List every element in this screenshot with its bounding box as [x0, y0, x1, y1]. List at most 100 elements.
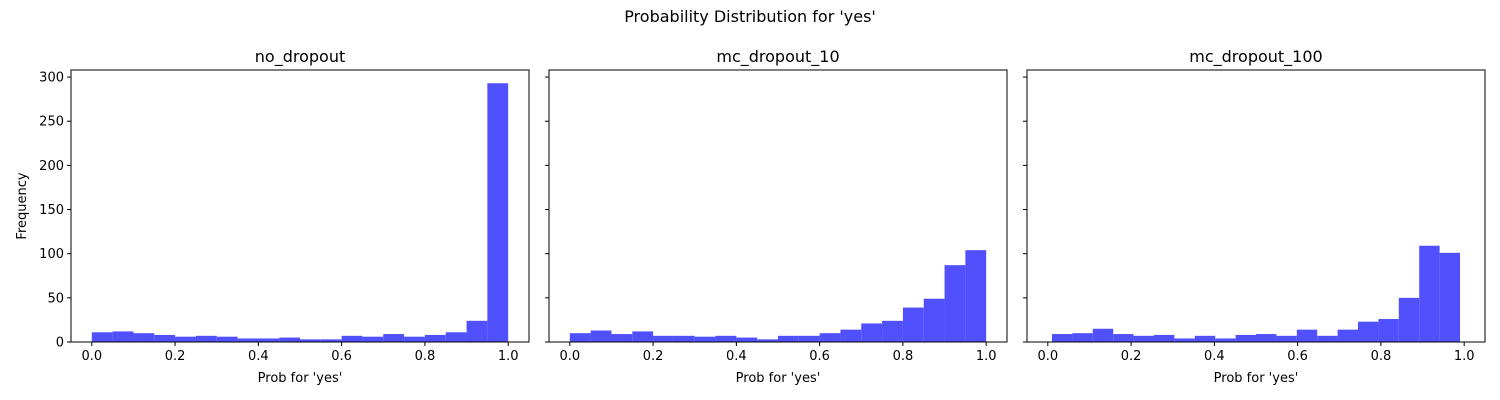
histogram-bar	[590, 330, 612, 342]
axes-frame	[548, 69, 1008, 343]
histogram-bar	[673, 335, 695, 342]
histogram-bar	[1235, 334, 1256, 342]
histogram-bar	[965, 250, 987, 342]
histogram-bar	[632, 331, 654, 342]
histogram-bar	[195, 335, 217, 342]
histogram-bar	[861, 323, 883, 342]
histogram-bar	[112, 331, 134, 342]
y-tick-label: 50	[47, 291, 64, 306]
histogram-bar	[1256, 334, 1277, 342]
histogram-bar	[466, 320, 488, 342]
subplot-mc-dropout-100: mc_dropout_100 Prob for 'yes' 0.0 0.2 0.4 0…	[1023, 47, 1486, 386]
x-tick-label: 0.4	[1204, 349, 1225, 364]
histogram-bar	[1072, 333, 1093, 342]
histogram-bar	[1296, 329, 1318, 342]
x-axis-label: Prob for 'yes'	[736, 371, 821, 386]
subplot-no-dropout: no_dropout Prob for 'yes' Frequency 0.0 0…	[15, 47, 530, 386]
x-tick-label: 0.2	[1121, 349, 1142, 364]
histogram-bar	[154, 334, 176, 342]
histogram-bar	[175, 336, 196, 342]
histogram-bar	[694, 336, 716, 342]
x-axis-label: Prob for 'yes'	[1214, 371, 1299, 386]
y-tick-label: 250	[39, 115, 64, 130]
histogram-bar	[1439, 252, 1461, 342]
histogram-bar	[798, 335, 820, 342]
histogram-bar	[1194, 335, 1216, 342]
x-tick-label: 0.6	[331, 349, 352, 364]
histogram-bar	[1215, 338, 1236, 342]
histogram-bar	[569, 333, 591, 342]
histogram-bar	[1419, 245, 1440, 342]
histogram-bar	[611, 334, 633, 342]
y-tick-label: 0	[56, 336, 64, 351]
histogram-bar	[1378, 319, 1399, 342]
histogram-bar	[736, 337, 758, 342]
x-tick-label: 0.6	[809, 349, 830, 364]
x-axis-label: Prob for 'yes'	[258, 371, 343, 386]
histogram-bar	[237, 338, 259, 342]
histogram-bar	[778, 335, 799, 342]
histogram-bar	[819, 333, 841, 342]
histogram-bar	[216, 336, 238, 342]
subplot-title: mc_dropout_100	[1189, 47, 1322, 67]
axes-frame	[1026, 69, 1486, 343]
axes-frame	[70, 69, 530, 343]
x-tick-label: 1.0	[498, 349, 519, 364]
histogram-bar	[757, 339, 778, 342]
histogram-bar	[383, 334, 405, 342]
histogram-bar	[91, 332, 113, 342]
histogram-bar	[487, 83, 509, 342]
histogram-bar	[715, 335, 737, 342]
histogram-bar	[133, 333, 155, 342]
histogram-bar	[362, 336, 384, 342]
histogram-bar	[258, 338, 280, 342]
y-tick-label: 150	[39, 203, 64, 218]
x-tick-label: 0.8	[1371, 349, 1392, 364]
histogram-bar	[1174, 338, 1195, 342]
histogram-bar	[1113, 334, 1134, 342]
x-tick-label: 0.4	[248, 349, 269, 364]
y-tick-label: 100	[39, 247, 64, 262]
x-tick-label: 0.0	[1037, 349, 1058, 364]
histogram-bar	[300, 339, 321, 342]
x-tick-label: 1.0	[976, 349, 997, 364]
x-tick-label: 0.4	[726, 349, 747, 364]
histogram-bar	[1153, 334, 1175, 342]
histogram-bar	[1051, 334, 1073, 342]
x-tick-label: 0.2	[643, 349, 664, 364]
x-tick-label: 1.0	[1454, 349, 1475, 364]
y-tick-label: 300	[39, 71, 64, 86]
histogram-bar	[653, 335, 674, 342]
histogram-bar	[424, 334, 446, 342]
histogram-bar	[1337, 329, 1359, 342]
histogram-bar	[341, 335, 363, 342]
histogram-bar	[944, 265, 966, 342]
histogram-bar	[1398, 297, 1420, 342]
histogram-bar	[445, 332, 467, 342]
figure-suptitle: Probability Distribution for 'yes'	[624, 7, 876, 26]
subplot-mc-dropout-10: mc_dropout_10 Prob for 'yes' 0.0 0.2 0.4 0.…	[545, 47, 1008, 386]
histogram-bar	[1358, 321, 1379, 342]
x-tick-label: 0.2	[165, 349, 186, 364]
x-tick-label: 0.8	[893, 349, 914, 364]
histogram-bar	[923, 298, 945, 342]
histogram-bar	[1133, 335, 1154, 342]
histogram-bar	[1092, 328, 1114, 342]
histogram-bar	[1276, 335, 1297, 342]
histogram-bar	[882, 320, 903, 342]
y-tick-label: 200	[39, 159, 64, 174]
histogram-bar	[902, 307, 924, 342]
histogram-bar	[279, 337, 300, 342]
histogram-bar	[404, 336, 425, 342]
y-axis-label: Frequency	[15, 172, 30, 239]
histogram-bar	[840, 329, 862, 342]
subplot-title: no_dropout	[255, 47, 345, 67]
x-tick-label: 0.0	[559, 349, 580, 364]
x-tick-label: 0.0	[81, 349, 102, 364]
histogram-bar	[1317, 335, 1338, 342]
x-tick-label: 0.6	[1287, 349, 1308, 364]
x-tick-label: 0.8	[415, 349, 436, 364]
subplot-title: mc_dropout_10	[716, 47, 839, 67]
